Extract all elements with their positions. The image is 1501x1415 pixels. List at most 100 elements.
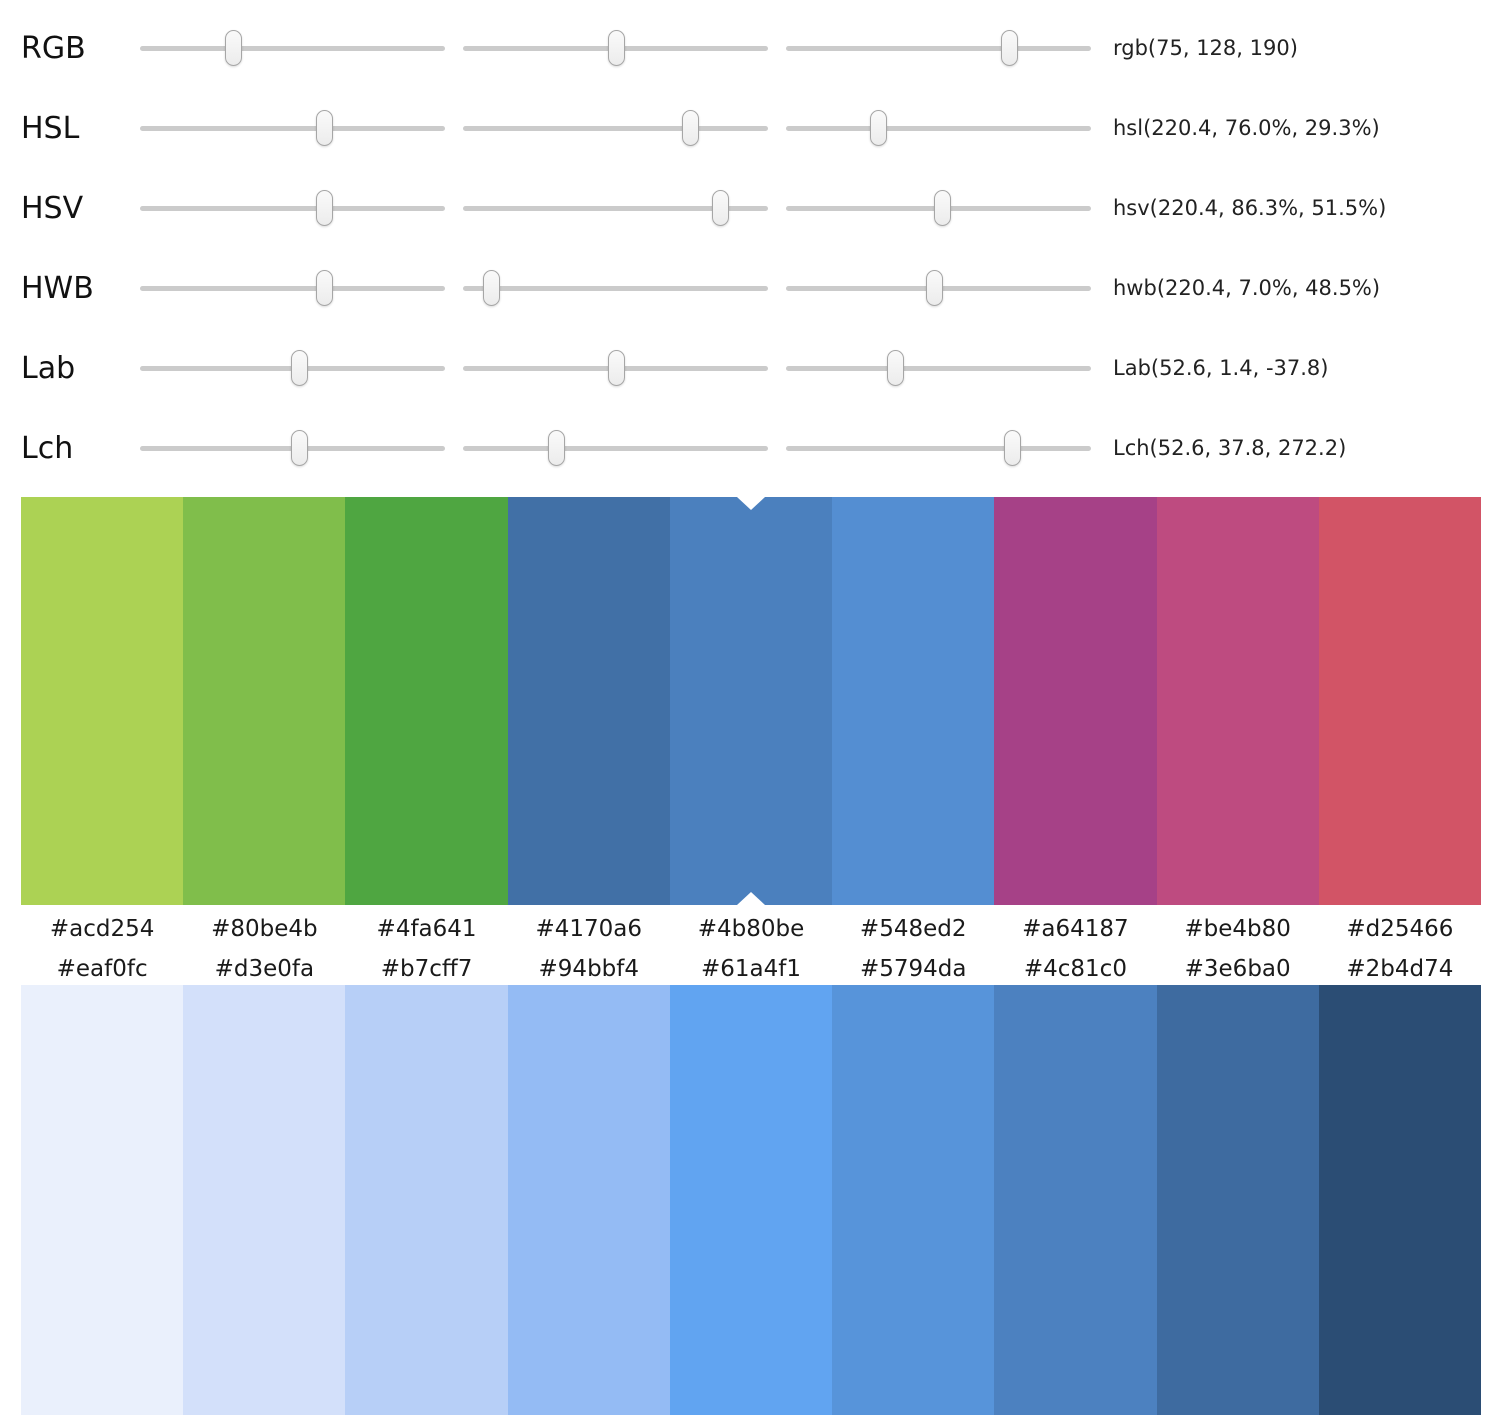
tint-swatch-6[interactable] (832, 985, 995, 1415)
slider-thumb[interactable] (291, 350, 309, 386)
tint-swatch-9[interactable] (1318, 985, 1481, 1415)
slider-thumb[interactable] (291, 430, 309, 466)
tint-hex-label: #2b4d74 (1346, 955, 1454, 982)
hwb-w-slider[interactable] (463, 270, 768, 306)
lch-h-slider[interactable] (786, 430, 1091, 466)
slider-row-lch: Lch Lch(52.6, 37.8, 272.2) (21, 408, 1481, 488)
lch-tracks (140, 430, 1091, 466)
hsv-s-slider[interactable] (463, 190, 768, 226)
slider-row-lab: Lab Lab(52.6, 1.4, -37.8) (21, 328, 1481, 408)
tint-hex-label: #eaf0fc (56, 955, 148, 982)
hue-hex-label: #d25466 (1346, 915, 1454, 942)
hue-hex-label: #80be4b (211, 915, 318, 942)
hwb-b-slider[interactable] (786, 270, 1091, 306)
slider-row-hsv: HSV hsv(220.4, 86.3%, 51.5%) (21, 168, 1481, 248)
slider-thumb[interactable] (887, 350, 905, 386)
hue-hex-label: #be4b80 (1184, 915, 1291, 942)
hue-swatch-3[interactable] (345, 497, 508, 905)
colorspace-label: HWB (21, 270, 94, 306)
hue-hex-label: #a64187 (1022, 915, 1129, 942)
tint-hex-label: #94bbf4 (538, 955, 639, 982)
tint-swatch-3[interactable] (345, 985, 508, 1415)
colorspace-label: HSL (21, 110, 80, 146)
tint-hex-labels: #eaf0fc #d3e0fa #b7cff7 #94bbf4 #61a4f1 … (21, 952, 1481, 985)
tint-hex-label: #61a4f1 (700, 955, 801, 982)
rgb-value-readout: rgb(75, 128, 190) (1113, 36, 1298, 60)
slider-thumb[interactable] (608, 350, 626, 386)
tint-swatch-7[interactable] (994, 985, 1157, 1415)
slider-thumb[interactable] (224, 30, 242, 66)
hue-swatch-4[interactable] (507, 497, 670, 905)
hue-swatch-7[interactable] (994, 497, 1157, 905)
slider-row-hsl: HSL hsl(220.4, 76.0%, 29.3%) (21, 88, 1481, 168)
lab-a-slider[interactable] (463, 350, 768, 386)
hue-hex-labels: #acd254 #80be4b #4fa641 #4170a6 #4b80be … (21, 905, 1481, 952)
slider-thumb[interactable] (1003, 430, 1021, 466)
lab-tracks (140, 350, 1091, 386)
hue-hex-label: #4170a6 (535, 915, 643, 942)
hue-swatch-9[interactable] (1318, 497, 1481, 905)
colorspace-label: HSV (21, 190, 84, 226)
hue-palette (21, 497, 1481, 905)
tint-hex-label: #3e6ba0 (1184, 955, 1291, 982)
tint-hex-label: #5794da (859, 955, 967, 982)
lab-value-readout: Lab(52.6, 1.4, -37.8) (1113, 356, 1329, 380)
tint-swatch-4[interactable] (507, 985, 670, 1415)
slider-thumb[interactable] (607, 30, 625, 66)
rgb-r-slider[interactable] (140, 30, 445, 66)
hue-hex-label: #4b80be (697, 915, 805, 942)
selected-color-marker-bottom (736, 892, 765, 905)
hwb-tracks (140, 270, 1091, 306)
tint-hex-label: #4c81c0 (1023, 955, 1127, 982)
hue-hex-label: #4fa641 (376, 915, 477, 942)
tint-hex-label: #b7cff7 (380, 955, 473, 982)
rgb-tracks (140, 30, 1091, 66)
hsl-l-slider[interactable] (786, 110, 1091, 146)
slider-thumb[interactable] (316, 270, 334, 306)
lab-b-slider[interactable] (786, 350, 1091, 386)
hsv-v-slider[interactable] (786, 190, 1091, 226)
lab-l-slider[interactable] (140, 350, 445, 386)
hsv-tracks (140, 190, 1091, 226)
slider-thumb[interactable] (681, 110, 699, 146)
slider-thumb[interactable] (1000, 30, 1018, 66)
selected-color-marker-top (736, 497, 765, 510)
lch-l-slider[interactable] (140, 430, 445, 466)
lch-value-readout: Lch(52.6, 37.8, 272.2) (1113, 436, 1347, 460)
hsl-value-readout: hsl(220.4, 76.0%, 29.3%) (1113, 116, 1380, 140)
colorspace-label: Lab (21, 350, 76, 386)
slider-thumb[interactable] (925, 270, 943, 306)
colorspace-label: RGB (21, 30, 86, 66)
hwb-h-slider[interactable] (140, 270, 445, 306)
hue-swatch-2[interactable] (183, 497, 346, 905)
tint-swatch-1[interactable] (21, 985, 184, 1415)
slider-thumb[interactable] (316, 190, 334, 226)
slider-row-rgb: RGB rgb(75, 128, 190) (21, 8, 1481, 88)
slider-thumb[interactable] (870, 110, 888, 146)
slider-thumb[interactable] (547, 430, 565, 466)
rgb-b-slider[interactable] (786, 30, 1091, 66)
tint-swatch-8[interactable] (1156, 985, 1319, 1415)
tint-swatch-2[interactable] (183, 985, 346, 1415)
hue-swatch-1[interactable] (21, 497, 184, 905)
hue-hex-label: #548ed2 (859, 915, 967, 942)
slider-thumb[interactable] (316, 110, 334, 146)
lch-c-slider[interactable] (463, 430, 768, 466)
slider-thumb[interactable] (711, 190, 729, 226)
rgb-g-slider[interactable] (463, 30, 768, 66)
hsl-tracks (140, 110, 1091, 146)
slider-thumb[interactable] (483, 270, 501, 306)
hsl-h-slider[interactable] (140, 110, 445, 146)
hue-swatch-6[interactable] (832, 497, 995, 905)
colorspace-label: Lch (21, 430, 74, 466)
hsv-value-readout: hsv(220.4, 86.3%, 51.5%) (1113, 196, 1387, 220)
hue-swatch-8[interactable] (1156, 497, 1319, 905)
hwb-value-readout: hwb(220.4, 7.0%, 48.5%) (1113, 276, 1381, 300)
hue-swatch-5-selected[interactable] (669, 497, 833, 905)
color-sliders-panel: RGB rgb(75, 128, 190) HSL hsl(220.4, 76.… (0, 0, 1501, 488)
hsv-h-slider[interactable] (140, 190, 445, 226)
slider-thumb[interactable] (934, 190, 952, 226)
hsl-s-slider[interactable] (463, 110, 768, 146)
tint-swatch-5[interactable] (669, 985, 833, 1415)
tint-palette (21, 985, 1481, 1415)
